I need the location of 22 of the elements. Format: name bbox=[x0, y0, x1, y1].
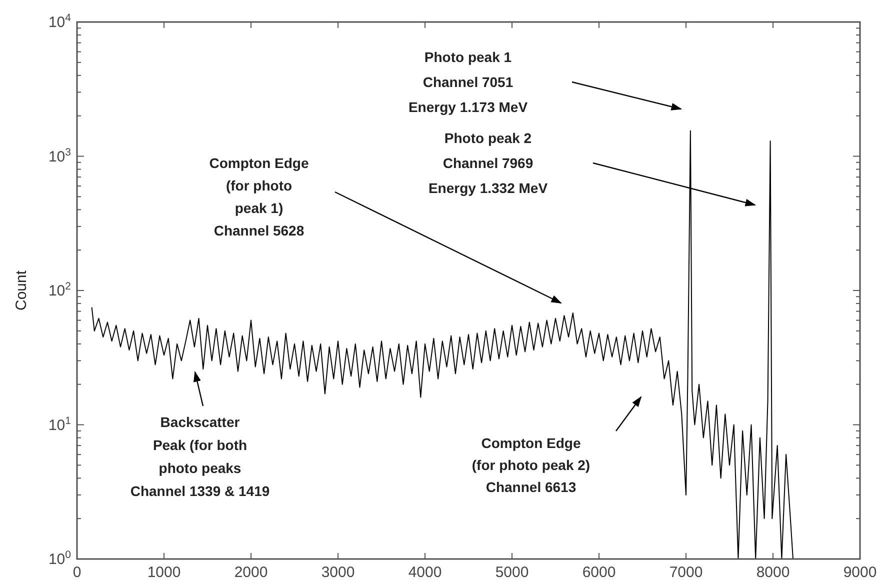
y-axis-title: Count bbox=[13, 270, 30, 311]
line-series bbox=[91, 130, 794, 560]
y-tick-label: 10$^{3}$ bbox=[48, 146, 72, 166]
x-tick-label: 7000 bbox=[669, 564, 703, 580]
x-tick-label: 1000 bbox=[147, 564, 181, 580]
y-tick-label: 10$^{2}$ bbox=[48, 280, 72, 300]
y-tick-label: 10$^{4}$ bbox=[48, 12, 72, 31]
y-tick-label: 10$^{1}$ bbox=[48, 414, 72, 434]
x-tick-label: 0 bbox=[72, 564, 82, 580]
x-tick-label: 9000 bbox=[843, 564, 877, 580]
y-tick-label: 10$^{0}$ bbox=[48, 549, 72, 568]
annotation: Compton Edge (for photo peak 2) Channel 6613 bbox=[472, 435, 590, 495]
x-tick-label: 8000 bbox=[756, 564, 790, 580]
annotation: Photo peak 2 Channel 7969 Energy 1.332 MeV bbox=[428, 130, 548, 196]
annotation: Compton Edge (for photo peak 1) Channel 5628 bbox=[209, 155, 309, 238]
x-tick-label: 2000 bbox=[234, 564, 268, 580]
x-tick-label: 4000 bbox=[408, 564, 442, 580]
annotation: Backscatter Peak (for both photo peaks Channel 1339 & 1419 bbox=[130, 414, 270, 499]
x-tick-label: 3000 bbox=[321, 564, 355, 580]
x-tick-label: 6000 bbox=[582, 564, 616, 580]
x-tick-label: 5000 bbox=[495, 564, 529, 580]
annotation: Photo peak 1 Channel 7051 Energy 1.173 MeV bbox=[408, 49, 528, 115]
